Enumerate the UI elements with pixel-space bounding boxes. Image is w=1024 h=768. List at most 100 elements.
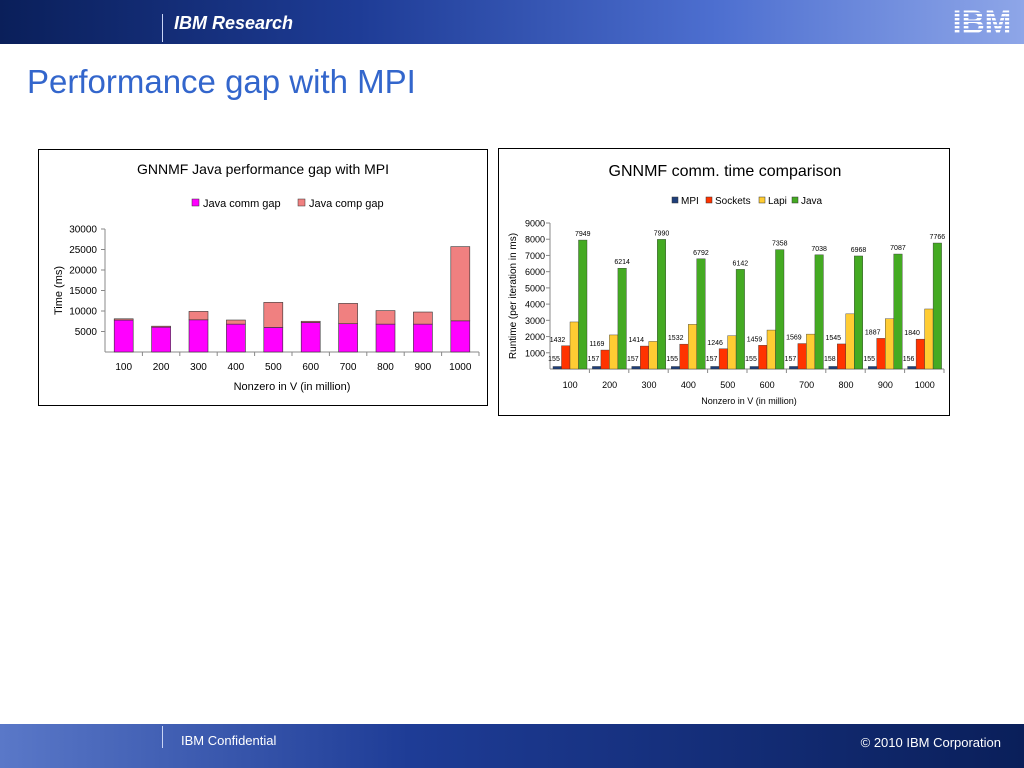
data-label-mpi: 155: [863, 356, 875, 363]
bar-sockets-600: [758, 345, 768, 370]
bar-lapi-800: [845, 313, 855, 370]
y-tick-label: 20000: [69, 266, 97, 277]
data-label-mpi: 155: [745, 356, 757, 363]
bar-mpi-300: [631, 366, 641, 370]
bar-java-200: [617, 267, 627, 370]
bar-sockets-700: [797, 343, 807, 370]
bar-lapi-200: [609, 334, 619, 370]
data-label-mpi: 157: [588, 356, 600, 363]
y-tick-label: 2000: [525, 332, 545, 342]
bar-lapi-700: [806, 333, 816, 370]
data-label-mpi: 157: [706, 356, 718, 363]
bar-comm-gap-500: [263, 327, 284, 353]
data-label-mpi: 157: [785, 356, 797, 363]
legend-label-3: Java: [801, 196, 823, 207]
bar-mpi-800: [828, 366, 838, 370]
data-label-java: 7949: [575, 231, 591, 238]
bar-comm-gap-1000: [450, 320, 471, 353]
y-tick-label: 3000: [525, 316, 545, 326]
data-label-mpi: 156: [903, 356, 915, 363]
chart-gap: GNNMF Java performance gap with MPI Java …: [53, 161, 480, 393]
x-tick-label: 400: [681, 380, 696, 390]
x-tick-label: 200: [153, 362, 170, 373]
x-tick-label: 300: [190, 362, 207, 373]
x-tick-label: 900: [415, 362, 432, 373]
bar-java-100: [578, 239, 588, 370]
bar-mpi-200: [592, 366, 602, 370]
bar-sockets-200: [600, 349, 610, 370]
bar-java-500: [735, 269, 745, 370]
y-tick-label: 7000: [525, 251, 545, 261]
bar-lapi-1000: [924, 308, 934, 370]
chart-title: GNNMF comm. time comparison: [609, 163, 842, 180]
bar-comm-gap-200: [151, 326, 171, 353]
x-tick-label: 600: [302, 362, 319, 373]
data-label-mpi: 157: [627, 356, 639, 363]
bar-comm-gap-100: [113, 319, 134, 353]
x-tick-label: 300: [641, 380, 656, 390]
bar-sockets-500: [718, 348, 728, 370]
data-label-mpi: 155: [666, 356, 678, 363]
bar-comp-gap-1000: [450, 246, 471, 322]
legend-label-0: Java comm gap: [203, 198, 281, 210]
data-label-sockets: 1432: [550, 337, 566, 344]
chart-panel-comm: GNNMF comm. time comparison MPI Sockets Lap…: [498, 148, 950, 416]
bar-comp-gap-800: [375, 310, 396, 325]
data-label-sockets: 1840: [904, 330, 920, 337]
legend-label-1: Java comp gap: [309, 198, 384, 210]
y-tick-label: 25000: [69, 245, 97, 256]
bar-mpi-600: [749, 366, 759, 370]
y-tick-label: 9000: [525, 219, 545, 229]
bar-java-700: [814, 254, 824, 370]
bar-lapi-500: [727, 335, 737, 370]
bar-comm-gap-800: [375, 323, 396, 353]
header-separator: [162, 14, 163, 42]
logo-text: IBM: [953, 6, 1012, 36]
x-axis-label: Nonzero in V (in million): [234, 381, 351, 393]
x-tick-label: 500: [265, 362, 282, 373]
bar-lapi-900: [885, 318, 894, 370]
x-tick-label: 100: [563, 380, 578, 390]
bar-java-300: [657, 239, 667, 370]
bar-comm-gap-300: [188, 319, 209, 353]
bar-comp-gap-900: [413, 311, 433, 325]
data-label-sockets: 1887: [865, 329, 881, 336]
y-tick-label: 5000: [75, 327, 98, 338]
bar-comm-gap-400: [226, 323, 246, 353]
bar-mpi-100: [552, 366, 562, 370]
x-tick-label: 800: [377, 362, 394, 373]
bar-sockets-1000: [915, 338, 925, 370]
data-label-java: 7766: [930, 234, 946, 241]
bar-comp-gap-400: [226, 319, 246, 325]
bar-comp-gap-700: [338, 303, 358, 325]
y-tick-label: 10000: [69, 307, 97, 318]
bar-java-800: [854, 255, 863, 370]
bar-sockets-400: [679, 343, 689, 370]
bar-comm-gap-700: [338, 323, 358, 353]
bar-java-1000: [932, 242, 942, 370]
x-tick-label: 600: [760, 380, 775, 390]
legend-swatch-1: [297, 198, 306, 207]
chart-title: GNNMF Java performance gap with MPI: [137, 161, 389, 177]
data-label-sockets: 1532: [668, 335, 684, 342]
bar-comp-gap-300: [188, 311, 209, 321]
data-label-mpi: 155: [548, 356, 560, 363]
legend-swatch-2: [758, 196, 766, 204]
page-title: Performance gap with MPI: [27, 63, 416, 100]
bar-sockets-300: [640, 345, 650, 370]
legend-label-1: Sockets: [715, 196, 751, 207]
bar-comp-gap-500: [263, 302, 284, 328]
data-label-sockets: 1545: [826, 335, 842, 342]
bar-comp-gap-600: [300, 320, 321, 323]
data-label-java: 6968: [851, 247, 867, 254]
bar-comm-gap-900: [413, 323, 433, 353]
footer-separator: [162, 726, 163, 748]
data-label-java: 6214: [614, 259, 630, 266]
bar-mpi-400: [670, 366, 680, 370]
data-label-sockets: 1459: [747, 336, 763, 343]
data-label-java: 7358: [772, 241, 788, 248]
bar-lapi-300: [648, 341, 658, 370]
data-label-java: 6142: [733, 260, 749, 267]
y-tick-label: 6000: [525, 267, 545, 277]
data-label-java: 6792: [693, 250, 709, 257]
